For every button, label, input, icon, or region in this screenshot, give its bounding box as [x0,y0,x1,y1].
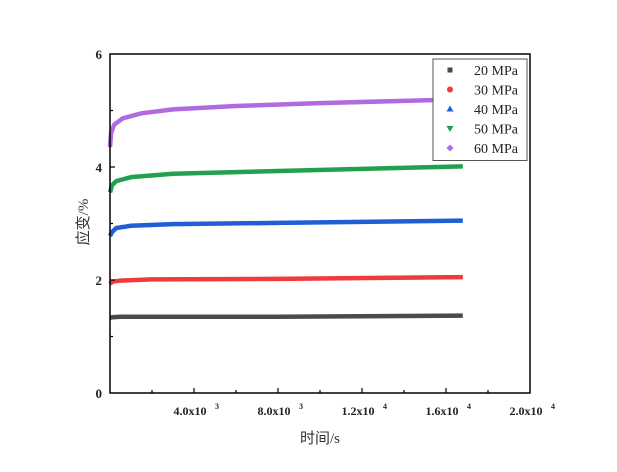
y-tick-label: 6 [96,47,103,62]
x-tick-label: 2.0x10 [510,404,543,418]
legend-marker-circle-icon [447,86,453,93]
x-tick-exponent: 4 [467,402,471,411]
legend-label: 40 MPa [474,103,519,118]
x-tick-label: 1.2x10 [342,404,375,418]
x-tick-exponent: 4 [383,402,387,411]
series-line-30-MPa [108,274,463,286]
legend-marker-triangle-up-icon [446,105,454,112]
plot-curves [107,96,463,321]
x-tick-label: 8.0x10 [258,404,291,418]
legend: 20 MPa 30 MPa 40 MPa 50 MPa 60 MPa [432,58,528,161]
y-tick-label: 4 [96,160,103,175]
y-axis-label: 应变/% [74,199,92,246]
legend-label: 20 MPa [474,64,519,79]
legend-label: 50 MPa [474,123,519,138]
series-line-40-MPa [108,218,463,237]
legend-label: 30 MPa [474,84,519,99]
x-axis-label: 时间/s [300,430,340,447]
x-tick-exponent: 3 [299,402,303,411]
legend-label: 60 MPa [474,142,519,157]
x-tick-label: 4.0x10 [174,404,207,418]
x-tick-label: 1.6x10 [426,404,459,418]
axis-ticks: 4.0x10 3 8.0x10 3 1.2x10 4 1.6x10 4 2.0x10 4 0 2 4 6 [96,47,556,418]
series-line-60-MPa [107,96,463,148]
series-line-20-MPa [109,313,463,321]
legend-marker-diamond-icon [446,144,454,152]
x-tick-exponent: 4 [551,402,555,411]
series-line-50-MPa [107,164,463,194]
y-tick-label: 0 [96,386,103,401]
y-tick-label: 2 [96,273,103,288]
legend-marker-triangle-down-icon [446,126,454,132]
x-tick-exponent: 3 [215,402,219,411]
legend-marker-square-icon [447,67,453,73]
